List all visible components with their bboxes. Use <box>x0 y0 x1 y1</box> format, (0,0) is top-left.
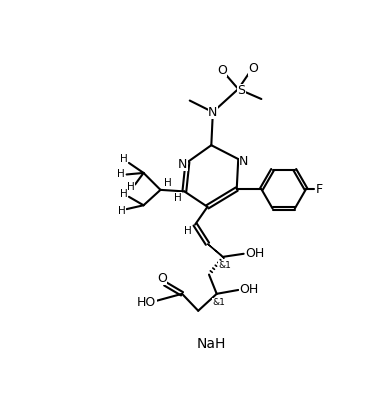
Text: OH: OH <box>239 284 259 297</box>
Text: H: H <box>174 193 182 202</box>
Text: &1: &1 <box>218 261 231 270</box>
Text: H: H <box>127 182 135 192</box>
Text: H: H <box>118 206 126 216</box>
Text: O: O <box>157 272 167 285</box>
Text: N: N <box>239 155 248 168</box>
Text: HO: HO <box>137 296 156 309</box>
Text: OH: OH <box>245 247 264 260</box>
Text: S: S <box>237 84 245 97</box>
Text: H: H <box>121 154 128 164</box>
Text: O: O <box>248 62 258 75</box>
Text: N: N <box>208 106 217 119</box>
Polygon shape <box>207 244 224 259</box>
Text: H: H <box>164 178 172 188</box>
Text: H: H <box>117 169 125 180</box>
Text: N: N <box>178 158 187 171</box>
Text: H: H <box>184 226 192 237</box>
Text: H: H <box>120 189 127 200</box>
Text: O: O <box>217 64 227 77</box>
Text: NaH: NaH <box>197 337 226 351</box>
Text: F: F <box>316 183 323 195</box>
Text: &1: &1 <box>213 298 226 307</box>
